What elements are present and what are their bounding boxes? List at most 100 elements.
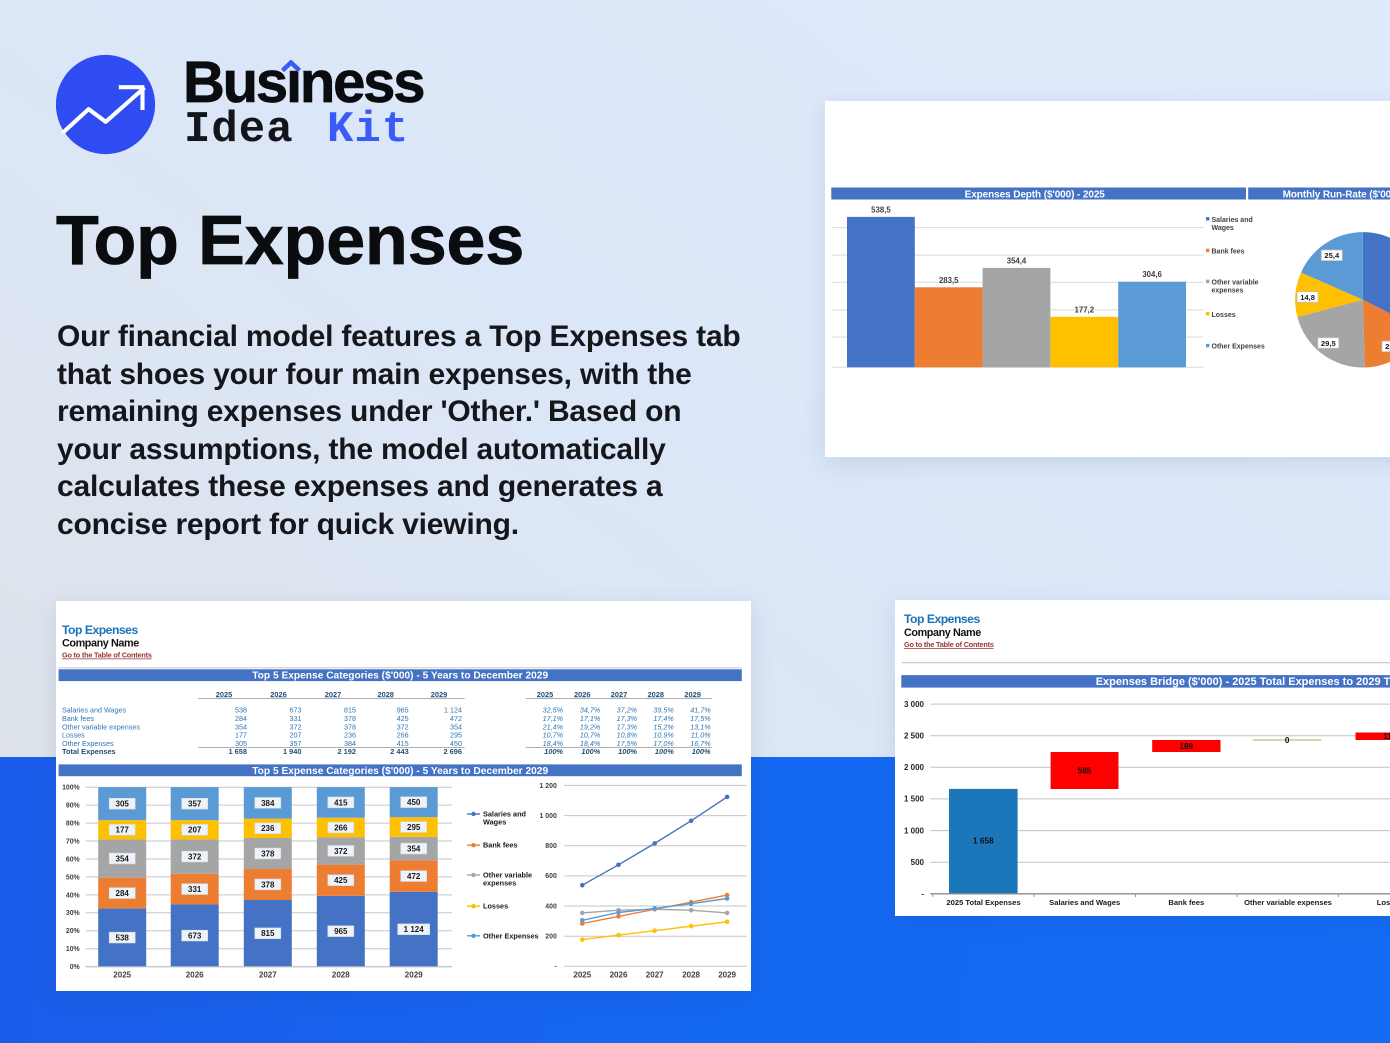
svg-text:400: 400 [545, 903, 557, 910]
svg-text:Other Expenses: Other Expenses [1212, 344, 1265, 351]
svg-text:Salaries and Wages: Salaries and Wages [1049, 898, 1120, 907]
svg-text:815: 815 [344, 706, 356, 715]
svg-text:1 200: 1 200 [540, 783, 557, 790]
svg-text:17,5%: 17,5% [617, 739, 638, 748]
svg-text:expenses: expenses [1212, 287, 1244, 294]
svg-text:425: 425 [334, 876, 348, 885]
svg-text:2 696: 2 696 [444, 747, 463, 756]
svg-text:Company Name: Company Name [904, 627, 981, 639]
svg-text:10,7%: 10,7% [580, 731, 601, 740]
svg-text:673: 673 [188, 932, 202, 941]
svg-text:450: 450 [450, 739, 462, 748]
svg-text:Total Expenses: Total Expenses [62, 747, 116, 756]
svg-text:372: 372 [290, 722, 302, 731]
svg-text:378: 378 [261, 849, 275, 858]
svg-text:673: 673 [290, 706, 302, 715]
svg-text:23,6: 23,6 [1385, 342, 1390, 351]
svg-text:266: 266 [397, 731, 409, 740]
svg-text:2028: 2028 [332, 971, 350, 980]
svg-text:Bank fees: Bank fees [1212, 249, 1245, 256]
svg-text:30%: 30% [66, 910, 80, 917]
svg-text:17,3%: 17,3% [617, 722, 638, 731]
svg-text:2028: 2028 [377, 690, 393, 699]
svg-text:37,2%: 37,2% [617, 706, 638, 715]
svg-text:11,0%: 11,0% [691, 731, 711, 740]
svg-text:Go to the Table of Contents: Go to the Table of Contents [904, 640, 994, 649]
svg-text:Wages: Wages [483, 818, 506, 827]
svg-text:815: 815 [261, 929, 275, 938]
svg-text:0: 0 [1285, 736, 1290, 745]
svg-text:10,9%: 10,9% [653, 731, 674, 740]
svg-text:13,1%: 13,1% [690, 722, 711, 731]
svg-text:80%: 80% [66, 821, 80, 828]
svg-text:10,7%: 10,7% [543, 731, 564, 740]
svg-text:60%: 60% [66, 856, 80, 863]
svg-text:283,5: 283,5 [939, 276, 959, 285]
svg-text:1 500: 1 500 [904, 795, 925, 804]
svg-text:378: 378 [344, 722, 356, 731]
svg-text:295: 295 [407, 823, 421, 832]
svg-text:100%: 100% [618, 747, 637, 756]
svg-text:10,8%: 10,8% [617, 731, 638, 740]
svg-text:2026: 2026 [610, 971, 628, 980]
svg-text:384: 384 [261, 799, 275, 808]
svg-text:70%: 70% [66, 838, 80, 845]
svg-text:-: - [921, 890, 924, 899]
svg-text:266: 266 [334, 823, 348, 832]
svg-text:2025: 2025 [216, 690, 232, 699]
svg-text:Expenses Bridge ($'000) - 2025: Expenses Bridge ($'000) - 2025 Total Exp… [1096, 676, 1390, 688]
svg-text:40%: 40% [66, 892, 80, 899]
svg-text:17,0%: 17,0% [653, 739, 674, 748]
svg-text:331: 331 [290, 714, 302, 723]
svg-text:Losses: Losses [1212, 312, 1236, 319]
svg-text:17,1%: 17,1% [580, 714, 601, 723]
svg-text:100%: 100% [62, 785, 80, 792]
svg-text:expenses: expenses [483, 879, 516, 888]
svg-text:331: 331 [188, 885, 202, 894]
svg-text:189: 189 [1179, 742, 1193, 751]
svg-text:21,4%: 21,4% [542, 722, 564, 731]
svg-text:1 658: 1 658 [973, 837, 994, 846]
svg-text:Other variable: Other variable [483, 871, 532, 880]
svg-text:472: 472 [450, 714, 462, 723]
svg-text:1 000: 1 000 [904, 826, 925, 835]
svg-text:100%: 100% [544, 747, 563, 756]
svg-text:415: 415 [397, 739, 409, 748]
svg-text:354,4: 354,4 [1007, 256, 1027, 265]
svg-text:425: 425 [397, 714, 409, 723]
svg-text:2 000: 2 000 [904, 763, 925, 772]
svg-text:17,4%: 17,4% [653, 714, 674, 723]
svg-text:Bank fees: Bank fees [62, 714, 94, 723]
svg-text:Salaries and: Salaries and [1212, 217, 1253, 224]
svg-text:2 443: 2 443 [390, 747, 409, 756]
svg-text:Company Name: Company Name [62, 638, 139, 650]
svg-text:295: 295 [450, 731, 462, 740]
svg-text:177: 177 [116, 826, 130, 835]
svg-text:17,1%: 17,1% [543, 714, 564, 723]
svg-text:Top Expenses: Top Expenses [62, 623, 138, 637]
svg-text:354: 354 [450, 722, 462, 731]
svg-text:118: 118 [1383, 732, 1390, 741]
svg-text:372: 372 [334, 847, 348, 856]
svg-text:Other variable: Other variable [1212, 280, 1259, 287]
svg-text:100%: 100% [581, 747, 600, 756]
svg-text:378: 378 [344, 714, 356, 723]
svg-text:2025: 2025 [537, 690, 553, 699]
svg-text:39,5%: 39,5% [653, 706, 674, 715]
svg-text:1 124: 1 124 [444, 706, 462, 715]
svg-text:2 500: 2 500 [904, 732, 925, 741]
svg-text:600: 600 [545, 873, 557, 880]
svg-text:15,2%: 15,2% [653, 722, 674, 731]
svg-text:585: 585 [1078, 766, 1092, 775]
svg-text:2 192: 2 192 [338, 747, 357, 756]
svg-text:34,7%: 34,7% [580, 706, 601, 715]
svg-text:Bank fees: Bank fees [1168, 898, 1204, 907]
svg-text:2027: 2027 [259, 971, 277, 980]
svg-text:Other variable expenses: Other variable expenses [1244, 898, 1332, 907]
svg-text:2026: 2026 [186, 971, 204, 980]
svg-text:236: 236 [344, 731, 356, 740]
svg-text:2029: 2029 [684, 690, 700, 699]
svg-text:1 124: 1 124 [404, 925, 425, 934]
svg-text:29,5: 29,5 [1321, 339, 1337, 348]
svg-text:415: 415 [334, 798, 348, 807]
